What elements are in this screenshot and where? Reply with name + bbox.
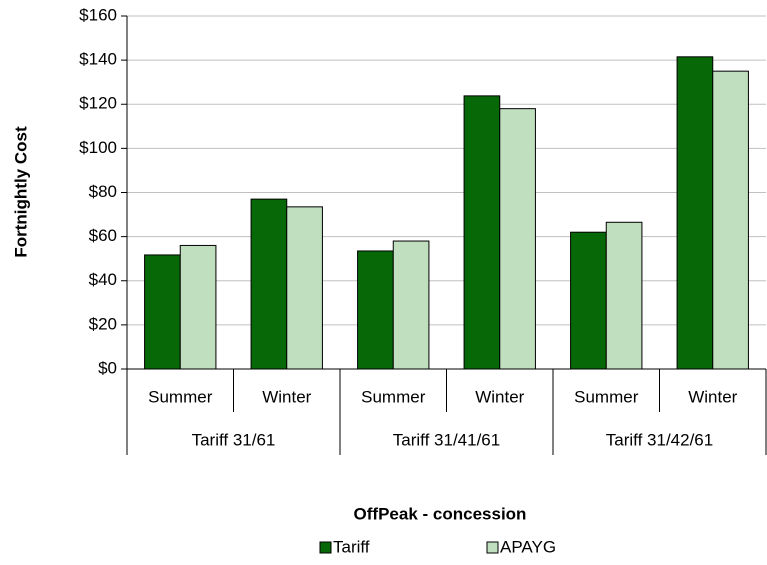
bar: [712, 70, 749, 370]
legend-swatch: [319, 541, 332, 554]
legend-label: APAYG: [500, 537, 556, 556]
y-tick-label: $40: [89, 270, 117, 289]
x-axis-title: OffPeak - concession: [354, 504, 527, 523]
y-tick-label: $0: [98, 358, 117, 377]
legend-label: Tariff: [333, 537, 370, 556]
bar: [605, 221, 643, 370]
y-tick-label: $160: [79, 5, 117, 24]
y-tick-label: $60: [89, 226, 117, 245]
bar: [499, 108, 536, 370]
bar: [392, 240, 430, 370]
group-label: Tariff 31/41/61: [393, 430, 500, 449]
y-tick-label: $140: [79, 50, 117, 69]
y-axis-title: Fortnightly Cost: [11, 126, 30, 258]
bar: [286, 206, 323, 370]
x-tick-label: Winter: [262, 387, 311, 406]
bar: [463, 95, 501, 370]
bar: [144, 254, 181, 370]
x-tick-label: Winter: [688, 387, 737, 406]
y-tick-label: $100: [79, 138, 117, 157]
x-tick-label: Summer: [361, 387, 426, 406]
bar: [676, 56, 714, 370]
x-tick-label: Winter: [475, 387, 524, 406]
y-tick-label: $120: [79, 94, 117, 113]
bar: [179, 244, 217, 370]
bar: [570, 231, 607, 370]
bar: [250, 198, 288, 370]
legend-swatch: [486, 541, 499, 554]
group-label: Tariff 31/61: [192, 430, 276, 449]
x-tick-label: Summer: [574, 387, 639, 406]
x-tick-label: Summer: [148, 387, 213, 406]
bar: [357, 250, 394, 370]
group-label: Tariff 31/42/61: [606, 430, 713, 449]
y-tick-label: $80: [89, 182, 117, 201]
y-tick-label: $20: [89, 314, 117, 333]
